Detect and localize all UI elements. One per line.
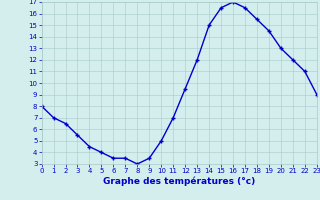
X-axis label: Graphe des températures (°c): Graphe des températures (°c) bbox=[103, 177, 255, 186]
